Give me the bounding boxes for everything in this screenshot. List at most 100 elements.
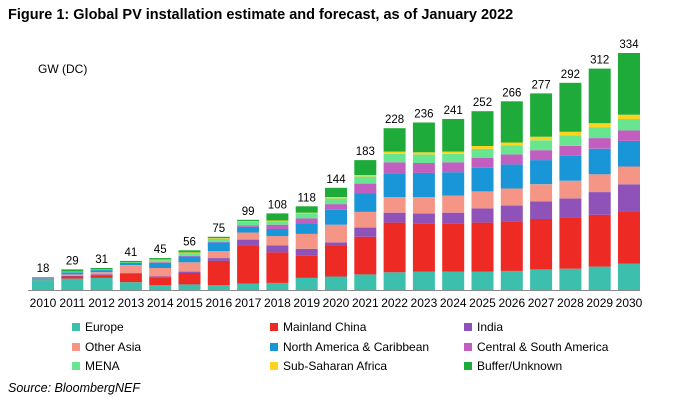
legend-label: MENA — [85, 359, 120, 373]
bar-segment-sub-saharan-africa-2019 — [295, 212, 318, 214]
bar-segment-mainland-china-2014 — [149, 277, 172, 285]
total-label-2010: 18 — [37, 263, 50, 275]
bar-segment-mainland-china-2021 — [354, 236, 377, 275]
bar-segment-europe-2020 — [325, 276, 347, 290]
bar-segment-other-asia-2015 — [178, 262, 201, 272]
bar-segment-central-south-america-2027 — [530, 150, 553, 161]
bar-segment-europe-2028 — [559, 268, 582, 290]
bar-segment-india-2026 — [500, 205, 523, 222]
bar-segment-north-america-caribbean-2029 — [588, 148, 611, 175]
bar-segment-sub-saharan-africa-2024 — [442, 151, 465, 154]
legend-item-mainland-china: Mainland China — [270, 320, 366, 334]
bar-segment-buffer-unknown-2027 — [530, 93, 553, 137]
bar-segment-india-2020 — [325, 242, 347, 246]
bar-segment-central-south-america-2015 — [178, 255, 201, 257]
bar-segment-mainland-china-2030 — [618, 211, 640, 264]
bar-segment-mainland-china-2019 — [295, 255, 318, 278]
x-tick-label-2016: 2016 — [205, 296, 232, 310]
bar-segment-other-asia-2023 — [412, 197, 435, 214]
bar-segment-europe-2017 — [237, 283, 260, 290]
bar-segment-sub-saharan-africa-2021 — [354, 175, 377, 177]
x-tick-label-2024: 2024 — [440, 296, 467, 310]
bar-segment-europe-2021 — [354, 274, 377, 290]
bar-segment-other-asia-2022 — [383, 197, 406, 213]
bar-segment-india-2028 — [559, 198, 582, 218]
bar-segment-india-2011 — [61, 275, 84, 277]
bar-segment-india-2019 — [295, 248, 318, 256]
legend-item-mena: MENA — [72, 359, 120, 373]
bar-segment-india-2029 — [588, 192, 611, 215]
bar-segment-india-2023 — [412, 213, 435, 224]
bar-segment-buffer-unknown-2019 — [295, 206, 318, 213]
bar-segment-europe-2029 — [588, 266, 611, 290]
bar-segment-india-2014 — [149, 276, 172, 278]
bar-segment-buffer-unknown-2029 — [588, 68, 611, 124]
bar-segment-mena-2012 — [90, 269, 113, 271]
x-tick-label-2013: 2013 — [118, 296, 145, 310]
bar-segment-north-america-caribbean-2016 — [207, 242, 230, 251]
total-label-2012: 31 — [95, 254, 108, 266]
bar-segment-mainland-china-2013 — [119, 273, 142, 283]
legend-swatch — [72, 343, 80, 351]
bar-segment-central-south-america-2026 — [500, 154, 523, 165]
bar-segment-sub-saharan-africa-2020 — [325, 197, 347, 199]
x-tick-label-2018: 2018 — [264, 296, 291, 310]
bar-segment-india-2017 — [237, 239, 260, 246]
bar-segment-mainland-china-2029 — [588, 214, 611, 267]
bar-segment-india-2013 — [119, 273, 142, 274]
legend-item-india: India — [464, 320, 503, 334]
bar-segment-north-america-caribbean-2014 — [149, 263, 172, 268]
bar-segment-buffer-unknown-2011 — [61, 269, 84, 272]
bar-segment-north-america-caribbean-2028 — [559, 155, 582, 181]
total-label-2018: 108 — [268, 199, 287, 211]
x-tick-label-2017: 2017 — [235, 296, 262, 310]
legend-label: India — [477, 320, 504, 334]
bar-segment-other-asia-2024 — [442, 195, 465, 213]
source-note: Source: BloombergNEF — [8, 381, 141, 395]
bar-segment-buffer-unknown-2014 — [149, 258, 172, 260]
bar-segment-sub-saharan-africa-2014 — [149, 259, 172, 261]
bar-segment-europe-2023 — [412, 271, 435, 290]
bar-segment-mena-2021 — [354, 176, 377, 184]
bar-segment-mainland-china-2016 — [207, 260, 230, 285]
bar-segment-india-2016 — [207, 258, 230, 261]
total-label-2026: 266 — [502, 87, 521, 99]
legend-label: North America & Caribbean — [283, 340, 430, 354]
bar-segment-mena-2013 — [119, 262, 142, 263]
total-label-2016: 75 — [212, 223, 225, 235]
bar-segment-other-asia-2017 — [237, 232, 260, 240]
bar-segment-central-south-america-2014 — [149, 262, 172, 263]
bar-segment-europe-2016 — [207, 285, 230, 290]
bar-segment-mainland-china-2024 — [442, 223, 465, 272]
total-label-2015: 56 — [183, 236, 196, 248]
bar-segment-north-america-caribbean-2030 — [618, 141, 640, 167]
bar-segment-europe-2010 — [32, 280, 54, 290]
bar-segment-other-asia-2012 — [90, 272, 113, 275]
bar-segment-india-2022 — [383, 212, 406, 223]
bar-segment-buffer-unknown-2024 — [442, 119, 465, 152]
total-label-2027: 277 — [532, 79, 551, 91]
x-tick-label-2025: 2025 — [469, 296, 496, 310]
total-label-2020: 144 — [326, 174, 346, 186]
legend-swatch — [464, 323, 472, 331]
bar-segment-sub-saharan-africa-2023 — [412, 152, 435, 155]
x-tick-label-2012: 2012 — [88, 296, 115, 310]
bar-segment-buffer-unknown-2010 — [32, 277, 54, 278]
bar-segment-sub-saharan-africa-2022 — [383, 151, 406, 154]
total-label-2019: 118 — [298, 192, 316, 204]
bar-segment-north-america-caribbean-2024 — [442, 172, 465, 196]
legend-item-north-america-caribbean: North America & Caribbean — [270, 340, 429, 354]
bar-segment-central-south-america-2019 — [295, 218, 318, 224]
bar-segment-north-america-caribbean-2021 — [354, 193, 377, 212]
chart-title: Figure 1: Global PV installation estimat… — [8, 7, 514, 23]
x-tick-label-2020: 2020 — [323, 296, 350, 310]
bar-segment-mainland-china-2022 — [383, 222, 406, 273]
total-label-2024: 241 — [444, 105, 463, 117]
bar-segment-other-asia-2016 — [207, 251, 230, 259]
x-tick-label-2022: 2022 — [381, 296, 408, 310]
bar-segment-other-asia-2019 — [295, 233, 318, 249]
x-tick-label-2011: 2011 — [59, 296, 85, 310]
x-tick-label-2027: 2027 — [528, 296, 555, 310]
bar-segment-central-south-america-2020 — [325, 204, 347, 210]
